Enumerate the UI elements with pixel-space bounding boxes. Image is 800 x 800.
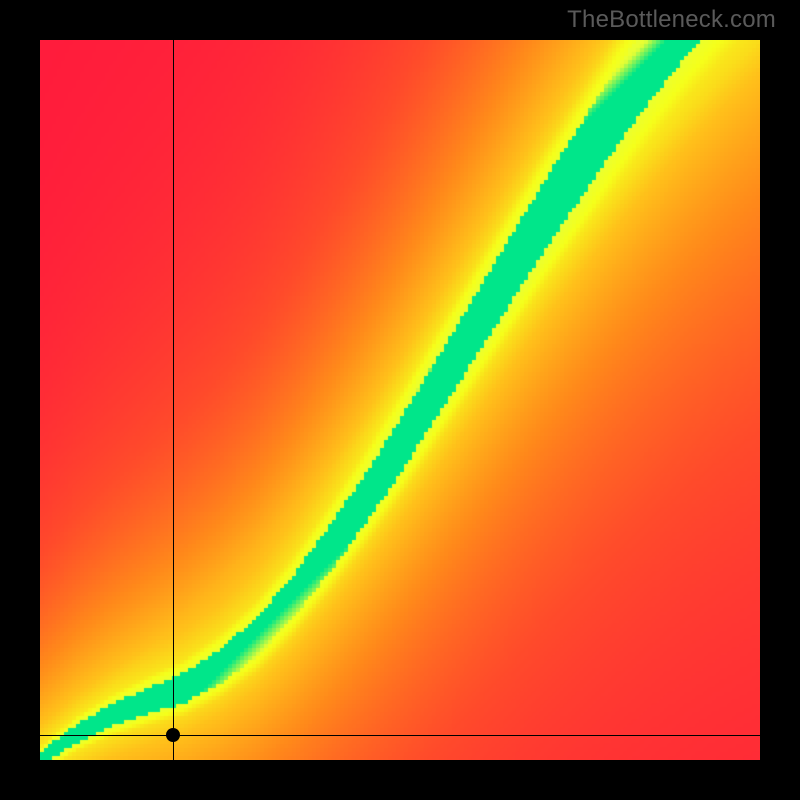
crosshair-vertical [173,40,174,760]
watermark-text: TheBottleneck.com [567,6,776,34]
heatmap-canvas [40,40,760,760]
heatmap-plot [40,40,760,760]
crosshair-horizontal [40,735,760,736]
marker-dot [166,728,180,742]
